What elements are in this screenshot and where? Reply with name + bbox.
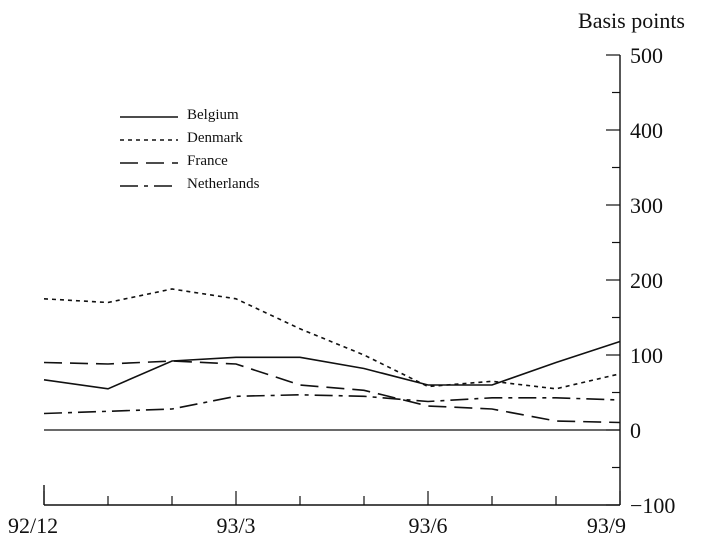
y-tick-label: −100	[630, 493, 675, 518]
series-line-netherlands	[43, 393, 621, 415]
series-line-denmark	[43, 288, 621, 390]
legend-label-belgium: Belgium	[187, 107, 239, 123]
legend-label-france: France	[187, 153, 228, 169]
series-line-belgium	[43, 340, 621, 390]
x-tick-label: 93/9	[587, 513, 626, 538]
x-tick-label: 92/12	[8, 513, 58, 538]
series-line-france	[43, 360, 621, 424]
y-tick-label: 0	[630, 418, 641, 443]
y-tick-label: 500	[630, 43, 663, 68]
legend-label-netherlands: Netherlands	[187, 176, 260, 192]
legend-label-denmark: Denmark	[187, 130, 243, 146]
x-tick-label: 93/6	[408, 513, 447, 538]
legend: Belgium Denmark France Netherlands	[120, 107, 260, 192]
y-tick-label: 300	[630, 193, 663, 218]
axes	[43, 54, 621, 506]
x-tick-labels: 92/12 93/3 93/6 93/9	[8, 513, 626, 538]
y-tick-labels: −100 0 100 200 300 400 500	[630, 43, 675, 518]
y-tick-label: 400	[630, 118, 663, 143]
y-axis-title: Basis points	[578, 8, 685, 33]
series-lines	[43, 288, 621, 424]
y-tick-label: 100	[630, 343, 663, 368]
x-tick-label: 93/3	[216, 513, 255, 538]
y-tick-label: 200	[630, 268, 663, 293]
